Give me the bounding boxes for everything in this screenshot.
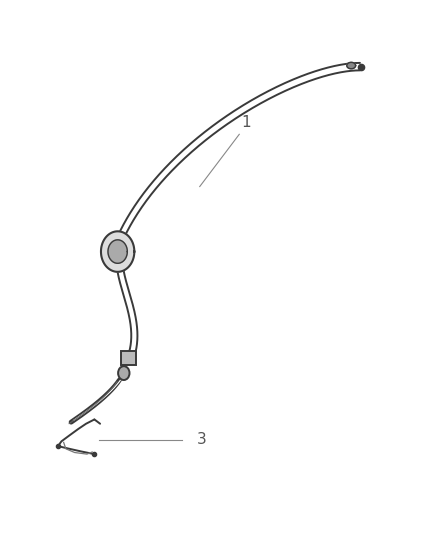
Circle shape: [118, 366, 129, 380]
FancyBboxPatch shape: [120, 351, 135, 365]
Text: 1: 1: [240, 115, 250, 130]
Polygon shape: [108, 240, 127, 263]
Polygon shape: [346, 62, 355, 69]
Text: 3: 3: [197, 432, 206, 447]
Polygon shape: [101, 231, 134, 272]
